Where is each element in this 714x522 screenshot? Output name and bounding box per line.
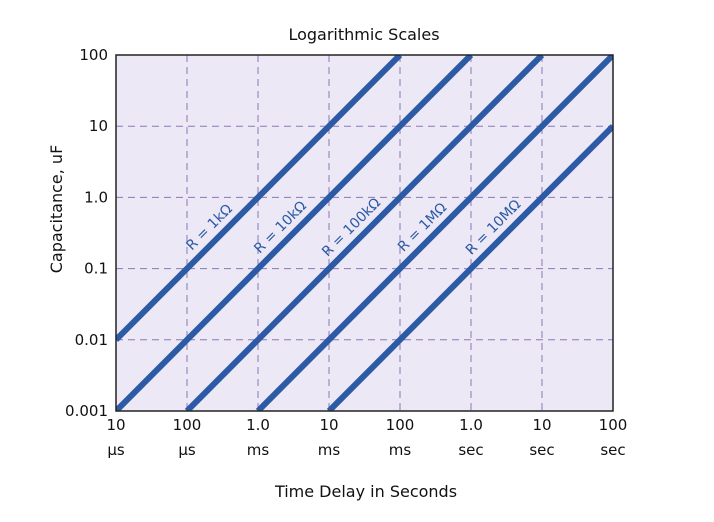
x-tick-label-unit: ms [247,441,270,459]
x-axis-label: Time Delay in Seconds [274,482,457,501]
series-line [116,55,474,411]
x-tick-label-value: 10 [319,416,338,434]
y-tick-label: 0.01 [75,331,108,349]
grid [116,55,613,411]
x-tick-label-unit: µs [107,441,125,459]
series-line [326,124,613,411]
y-tick-label: 0.1 [84,260,108,278]
x-tick-label-value: 100 [386,416,415,434]
x-tick-label-unit: sec [600,441,625,459]
x-tick-label-unit: ms [389,441,412,459]
x-tick-label-value: 10 [106,416,125,434]
series-line [255,55,613,411]
series-layer [116,55,613,411]
y-tick-label: 100 [79,46,108,64]
y-tick-label: 1.0 [84,188,108,206]
x-tick-label-value: 10 [532,416,551,434]
x-tick-label-value: 1.0 [246,416,270,434]
chart-title: Logarithmic Scales [288,25,439,44]
x-tick-label-unit: µs [178,441,196,459]
x-tick-label-value: 100 [599,416,628,434]
x-tick-label-value: 100 [173,416,202,434]
x-tick-label-unit: sec [529,441,554,459]
x-tick-label-unit: sec [458,441,483,459]
series-line [184,55,545,411]
plot-frame [115,54,614,412]
y-tick-label: 0.001 [65,402,108,420]
x-tick-label-unit: ms [318,441,341,459]
x-tick-label-value: 1.0 [459,416,483,434]
y-tick-label: 10 [89,117,108,135]
y-axis-label: Capacitance, uF [47,145,66,274]
tick-labels: 10 µs 100 µs 1.0 ms 10 ms 100 ms 1.0 sec 10 sec 100 sec… [65,46,627,459]
series-line [116,55,403,342]
